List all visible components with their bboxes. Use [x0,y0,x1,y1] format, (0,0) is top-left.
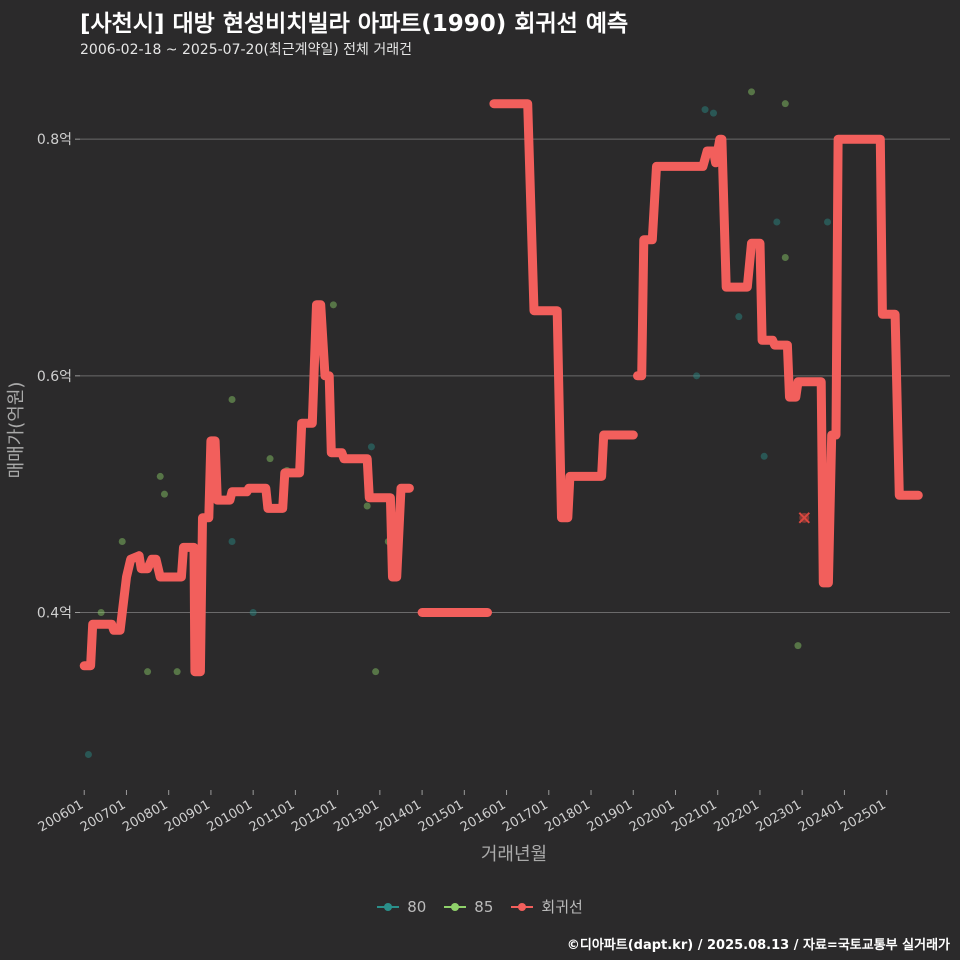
x-axis-label: 거래년월 [481,844,547,865]
scatter-point-80 [249,609,257,616]
x-tick-label: 202301 [754,797,804,835]
y-axis-ticks: 0.4억 0.6억 0.8억 [37,132,80,622]
scatter-point-85 [97,609,105,616]
x-tick-label: 201201 [289,797,339,835]
legend-label-regression: 회귀선 [541,898,583,916]
scatter-point-80 [693,372,701,380]
legend-key-85 [444,899,467,915]
regression-lines [79,99,923,677]
scatter-point-85 [781,100,789,108]
x-tick-label: 200801 [120,797,170,835]
x-tick-label: 201801 [543,797,593,835]
x-tick-label: 201401 [374,797,424,835]
legend-key-80 [377,899,400,915]
source-caption: ©디아파트(dapt.kr) / 2025.08.13 / 자료=국토교통부 실… [566,938,950,953]
scatter-point-85 [144,668,152,676]
scatter-points [84,88,832,758]
scatter-point-85 [228,396,236,403]
scatter-point-80 [760,452,768,460]
x-marker-icon [798,512,811,524]
x-tick-label: 202201 [711,797,761,835]
scatter-point-80 [824,218,832,226]
legend: 80 85 회귀선 [0,896,960,917]
scatter-point-85 [156,472,164,480]
scatter-point-80 [735,313,743,321]
x-tick-label: 200701 [78,797,128,835]
scatter-point-85 [748,88,756,96]
scatter-point-85 [329,301,337,309]
scatter-point-85 [363,502,371,510]
legend-item-85: 85 [444,896,493,917]
x-tick-label: 202501 [838,797,888,835]
scatter-point-80 [84,751,92,758]
x-tick-label: 201701 [500,797,550,835]
scatter-point-80 [773,218,781,226]
regression-line-segment [489,99,638,523]
scatter-point-85 [173,668,181,676]
x-axis-ticks: 2006012007012008012009012010012011012012… [36,790,889,835]
x-tick-label: 201501 [416,797,466,835]
grid-lines [80,138,950,613]
y-tick-label: 0.4억 [37,606,72,622]
x-tick-label: 202401 [796,797,846,835]
x-tick-label: 201601 [458,797,508,835]
x-tick-label: 201301 [331,797,381,835]
scatter-point-85 [118,538,126,545]
x-tick-label: 200601 [36,797,86,835]
y-axis-label: 매매가(억원) [6,382,27,479]
legend-item-80: 80 [377,896,426,917]
legend-label-80: 80 [407,897,427,916]
scatter-point-80 [367,443,375,451]
y-tick-label: 0.6억 [37,369,72,385]
scatter-point-85 [372,668,380,676]
x-tick-label: 200901 [162,797,212,835]
chart-title: [사천시] 대방 현성비치빌라 아파트(1990) 회귀선 예측 [80,11,629,37]
scatter-point-85 [794,642,802,650]
legend-label-85: 85 [474,897,494,916]
x-tick-label: 201001 [205,797,255,835]
y-tick-label: 0.8억 [37,132,72,148]
x-tick-label: 201101 [247,797,297,835]
legend-item-regression: 회귀선 [511,896,583,917]
scatter-point-85 [266,455,274,463]
annotations [798,512,811,524]
x-tick-label: 201901 [585,797,635,835]
scatter-point-80 [701,106,709,114]
regression-line-segment [79,300,414,677]
regression-line-segment [633,134,923,588]
chart-subtitle: 2006-02-18 ~ 2025-07-20(최근계약일) 전체 거래건 [80,42,412,58]
scatter-point-80 [709,109,717,117]
x-tick-label: 202101 [669,797,719,835]
x-tick-label: 202001 [627,797,677,835]
scatter-point-85 [160,490,168,498]
scatter-point-85 [781,254,789,261]
scatter-point-80 [228,538,236,545]
legend-key-regression [511,899,534,915]
